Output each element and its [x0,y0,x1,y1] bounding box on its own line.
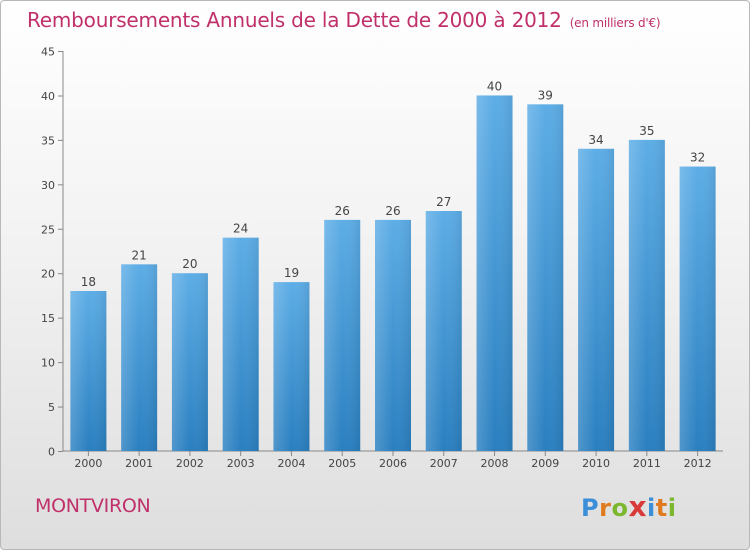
chart-title: Remboursements Annuels de la Dette de 20… [27,8,661,32]
y-tick-label: 15 [41,312,55,325]
y-tick-label: 45 [41,46,55,59]
y-tick-label: 35 [41,134,55,147]
x-tick-label: 2002 [176,457,204,470]
value-label: 19 [284,266,299,280]
x-tick-label: 2006 [379,457,407,470]
chart-title-text: Remboursements Annuels de la Dette de 20… [27,8,562,32]
bar-shine-2001 [121,264,158,451]
bar-shine-2006 [375,219,411,451]
value-label: 40 [487,79,502,93]
bar-shine-2002 [171,273,208,451]
value-labels-group: 18 21 20 24 19 26 26 27 40 39 34 35 32 [81,79,706,289]
y-tick-label: 5 [48,401,55,414]
value-label: 32 [690,151,705,165]
bar-shine-2012 [679,166,716,452]
value-label: 34 [588,133,603,147]
x-tick-label: 2000 [74,457,102,470]
bar-shine-2010 [578,148,615,451]
logo-letter: i [667,494,677,522]
x-tick-label: 2012 [684,457,712,470]
logo-letter: x [628,490,647,523]
bar-shine-2005 [324,219,361,451]
value-label: 26 [385,204,400,218]
logo-letter: o [611,494,629,522]
bar-shine-2009 [527,104,564,451]
x-tick-label: 2011 [633,457,661,470]
value-label: 39 [538,88,553,102]
value-label: 26 [335,204,350,218]
x-tick-label: 2004 [277,457,305,470]
x-tick-label: 2007 [430,457,458,470]
x-tick-label: 2008 [481,457,509,470]
bar-shine-2008 [476,95,513,451]
x-tick-label: 2009 [531,457,559,470]
y-tick-label: 20 [41,268,55,281]
logo-letter: r [599,494,612,522]
value-label: 18 [81,275,96,289]
value-label: 20 [182,257,197,271]
bar-shine-2003 [222,237,259,451]
value-label: 35 [639,124,654,138]
commune-name: MONTVIRON [35,495,151,517]
bar-shine-2000 [70,291,107,451]
y-tick-label: 10 [41,357,55,370]
bars-group [70,95,716,452]
value-label: 21 [132,248,147,262]
logo-letter: P [581,494,600,522]
y-tick-label: 25 [41,223,55,236]
y-tick-label: 40 [41,90,55,103]
bar-shine-2011 [628,139,665,451]
y-tick-label: 30 [41,179,55,192]
value-label: 24 [233,222,248,236]
x-tick-label: 2005 [328,457,356,470]
x-tick-label: 2010 [582,457,610,470]
chart-subtitle: (en milliers d'€) [569,16,661,30]
x-tick-label: 2003 [227,457,255,470]
bar-shine-2004 [273,282,310,451]
proxiti-logo: Proxiti [581,490,676,523]
axes: 0 5 10 15 20 25 30 35 40 45 2000 2001 2002 2003 2004 20… [41,46,723,470]
x-tick-label: 2001 [125,457,153,470]
y-tick-label: 0 [48,446,55,459]
value-label: 27 [436,195,451,209]
bar-shine-2007 [425,211,462,451]
logo-letter: i [647,494,656,522]
logo-letter: t [655,494,668,522]
